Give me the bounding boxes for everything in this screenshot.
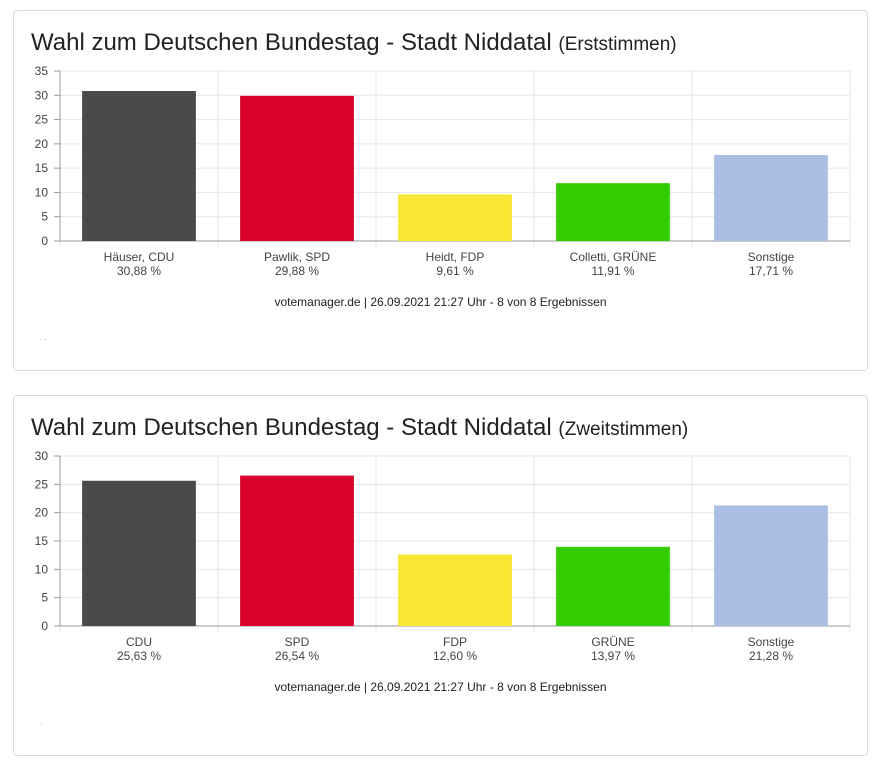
y-tick-label: 5	[41, 591, 48, 605]
x-tick-label: Pawlik, SPD	[264, 250, 330, 264]
x-tick-label: Sonstige	[748, 635, 795, 649]
bar[interactable]	[82, 480, 196, 626]
chart-card-zweitstimmen: Wahl zum Deutschen Bundestag - Stadt Nid…	[13, 395, 868, 756]
x-tick-label: FDP	[443, 635, 467, 649]
chart-title-subtitle: (Zweitstimmen)	[558, 419, 689, 440]
decorative-dots: .	[40, 718, 43, 727]
y-tick-label: 5	[41, 210, 48, 224]
x-tick-label: GRÜNE	[591, 635, 634, 649]
x-tick-label: Sonstige	[748, 250, 795, 264]
bar[interactable]	[240, 475, 354, 626]
bar-value-label: 29,88 %	[275, 264, 319, 278]
chart-title: Wahl zum Deutschen Bundestag - Stadt Nid…	[31, 414, 688, 442]
bar[interactable]	[714, 154, 828, 241]
y-tick-label: 25	[35, 113, 49, 127]
bar[interactable]	[714, 505, 828, 626]
bar[interactable]	[398, 554, 512, 626]
bar[interactable]	[556, 183, 670, 241]
bar-value-label: 30,88 %	[117, 264, 161, 278]
bar[interactable]	[398, 194, 512, 241]
y-tick-label: 15	[35, 161, 49, 175]
chart-title: Wahl zum Deutschen Bundestag - Stadt Nid…	[31, 29, 677, 57]
y-tick-label: 15	[35, 534, 49, 548]
x-tick-label: Colletti, GRÜNE	[570, 250, 657, 264]
bar-value-label: 26,54 %	[275, 649, 319, 663]
y-tick-label: 0	[41, 619, 48, 633]
x-tick-label: Heidt, FDP	[426, 250, 485, 264]
x-tick-label: CDU	[126, 635, 152, 649]
chart-title-subtitle: (Erststimmen)	[558, 34, 677, 55]
chart-title-main: Wahl zum Deutschen Bundestag - Stadt Nid…	[31, 29, 552, 56]
chart-card-erststimmen: Wahl zum Deutschen Bundestag - Stadt Nid…	[13, 10, 868, 371]
bar[interactable]	[240, 95, 354, 241]
bar-value-label: 21,28 %	[749, 649, 793, 663]
bar-value-label: 13,97 %	[591, 649, 635, 663]
y-tick-label: 25	[35, 477, 49, 491]
x-tick-label: Häuser, CDU	[104, 250, 175, 264]
y-tick-label: 30	[35, 449, 49, 463]
bar[interactable]	[556, 546, 670, 626]
bar-value-label: 12,60 %	[433, 649, 477, 663]
bar-value-label: 25,63 %	[117, 649, 161, 663]
bar[interactable]	[82, 91, 196, 241]
y-tick-label: 35	[35, 64, 49, 78]
chart-footer: votemanager.de | 26.09.2021 21:27 Uhr - …	[274, 680, 607, 694]
bar-value-label: 17,71 %	[749, 264, 793, 278]
y-tick-label: 20	[35, 137, 49, 151]
bar-value-label: 11,91 %	[591, 264, 634, 278]
chart-footer: votemanager.de | 26.09.2021 21:27 Uhr - …	[274, 295, 607, 309]
x-tick-label: SPD	[285, 635, 310, 649]
y-tick-label: 10	[35, 562, 49, 576]
decorative-dots: . .	[40, 333, 47, 342]
y-tick-label: 0	[41, 234, 48, 248]
y-tick-label: 20	[35, 506, 49, 520]
bar-value-label: 9,61 %	[436, 264, 474, 278]
y-tick-label: 10	[35, 185, 49, 199]
chart-title-main: Wahl zum Deutschen Bundestag - Stadt Nid…	[31, 414, 552, 441]
y-tick-label: 30	[35, 88, 49, 102]
